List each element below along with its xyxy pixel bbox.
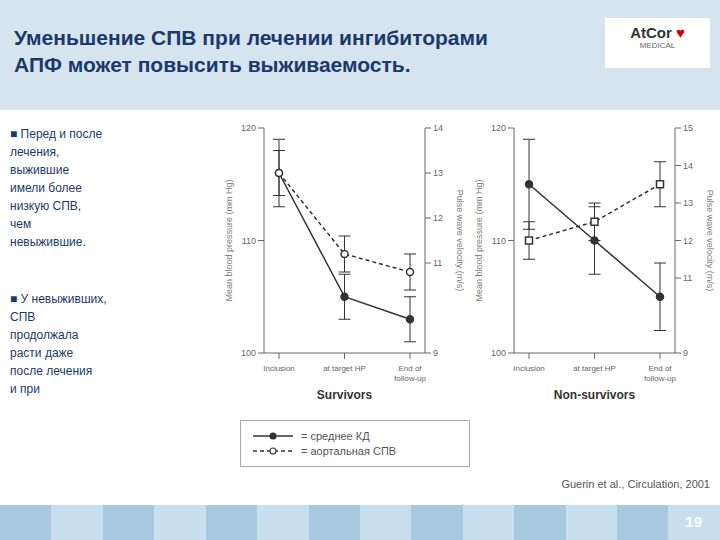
svg-text:12: 12 xyxy=(433,213,443,223)
svg-text:110: 110 xyxy=(492,236,506,246)
svg-text:14: 14 xyxy=(433,123,443,133)
html-text:19: 19 xyxy=(685,513,702,530)
svg-text:Inclusion: Inclusion xyxy=(263,364,295,373)
svg-text:at target HP: at target HP xyxy=(323,364,366,373)
svg-text:13: 13 xyxy=(683,198,693,208)
svg-text:120: 120 xyxy=(241,123,256,133)
svg-text:9: 9 xyxy=(683,348,688,358)
svg-text:Mean blood pressure (mm Hg): Mean blood pressure (mm Hg) xyxy=(224,179,234,301)
html-text:Non-survivors: Non-survivors xyxy=(553,388,636,402)
svg-text:End offollow-up: End offollow-up xyxy=(394,364,427,383)
svg-text:12: 12 xyxy=(683,236,693,246)
svg-text:11: 11 xyxy=(433,258,442,268)
html-text:■ Перед и после лечения, выжив: ■ Перед и после лечения, выжившие имели … xyxy=(10,127,103,249)
svg-text:120: 120 xyxy=(491,123,506,133)
svg-text:at target HP: at target HP xyxy=(573,364,616,373)
svg-text:11: 11 xyxy=(683,273,692,283)
svg-text:Mean blood pressure (mm Hg): Mean blood pressure (mm Hg) xyxy=(474,179,484,301)
svg-text:Inclusion: Inclusion xyxy=(513,364,545,373)
html-text:MEDICAL: MEDICAL xyxy=(639,41,676,50)
svg-text:Pulse wave velocity (m/s): Pulse wave velocity (m/s) xyxy=(705,190,712,292)
html-text:= среднее КД: = среднее КД xyxy=(301,430,370,442)
html-text:Уменьшение СПВ при лечении инг: Уменьшение СПВ при лечении ингибиторами … xyxy=(14,26,488,77)
svg-text:End offollow-up: End offollow-up xyxy=(644,364,677,383)
html-text:■ У невыживших, СПВ продолжала: ■ У невыживших, СПВ продолжала расти даж… xyxy=(10,292,107,396)
svg-text:Pulse wave velocity (m/s): Pulse wave velocity (m/s) xyxy=(455,190,465,292)
svg-text:100: 100 xyxy=(241,348,256,358)
html-text:AtCor ♥: AtCor ♥ xyxy=(630,24,685,41)
svg-text:100: 100 xyxy=(491,348,506,358)
html-text:Survivors: Survivors xyxy=(316,388,373,402)
svg-text:14: 14 xyxy=(683,161,693,171)
svg-text:110: 110 xyxy=(242,236,256,246)
svg-text:9: 9 xyxy=(433,348,438,358)
svg-text:13: 13 xyxy=(433,168,443,178)
html-text:= аортальная СПВ: = аортальная СПВ xyxy=(301,445,397,457)
svg-text:15: 15 xyxy=(683,123,693,133)
html-text:Guerin et al., Circulation, 20: Guerin et al., Circulation, 2001 xyxy=(561,478,710,490)
